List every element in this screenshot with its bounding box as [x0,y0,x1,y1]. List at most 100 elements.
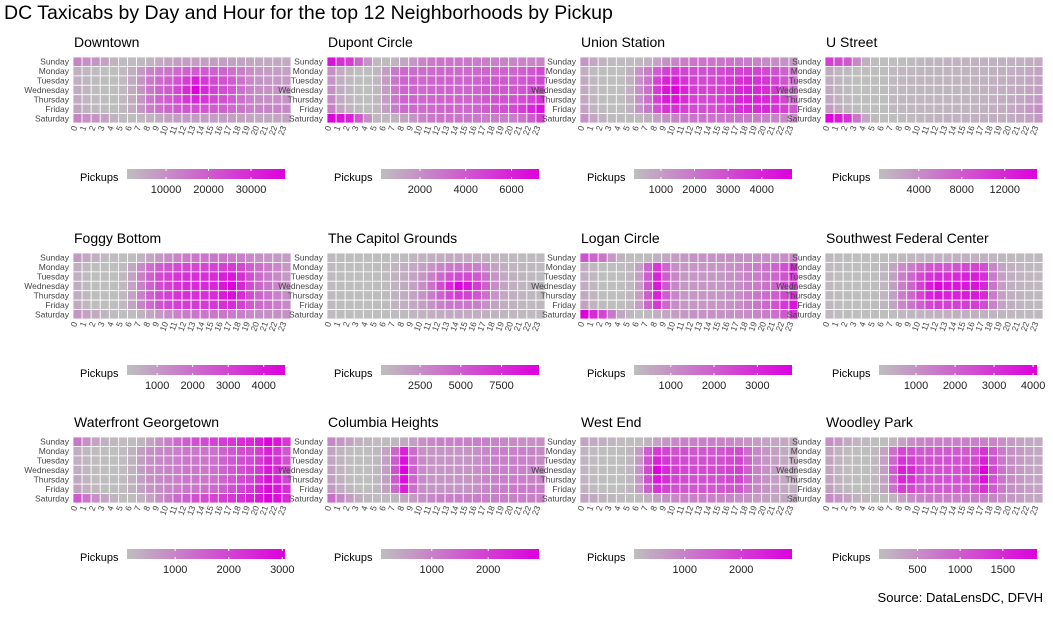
x-tick-label: 14 [448,320,461,333]
heatmap-cell [652,446,663,457]
x-tick-label: 6 [377,124,388,132]
x-tick-label: 17 [728,320,741,333]
heatmap-cell [426,271,437,282]
heatmap-cell [462,290,473,301]
heatmap-cell [417,474,428,485]
heatmap-cell [969,56,980,67]
heatmap-cell [163,84,174,96]
heatmap-cell [924,464,935,476]
x-tick-label: 23 [1028,504,1041,517]
heatmap-cell [588,493,599,504]
heatmap-cell [145,455,156,466]
heatmap-cell [734,446,744,457]
heatmap-cell [227,446,237,457]
heatmap-cell [163,493,174,504]
heatmap-cell [490,252,500,263]
heatmap-cell [833,446,844,457]
x-tick-label: 20 [502,320,515,333]
heatmap-cell [81,446,92,457]
heatmap-cell [362,56,373,67]
heatmap-cell [679,113,690,124]
heatmap-cell [706,56,717,67]
heatmap-cell [481,103,491,114]
heatmap-cell [842,280,853,292]
heatmap-cell [471,103,482,114]
heatmap-cell [615,262,626,273]
heatmap-cell [154,94,165,105]
heatmap-cell [453,446,464,457]
heatmap-cell [181,290,192,301]
heatmap-cell [372,113,382,124]
y-tick-label: Wednesday [278,281,323,291]
heatmap-cell [99,436,110,447]
y-tick-label: Friday [299,484,323,494]
x-tick-label: 10 [412,124,425,137]
heatmap-cell [888,309,899,320]
heatmap-cell [1006,464,1017,476]
x-tick-label: 10 [158,320,171,333]
heatmap-cell [481,66,491,77]
y-tick-label: Saturday [289,113,324,123]
legend-tick-label: 1000 [948,564,972,576]
heatmap-cell [833,252,844,263]
heatmap-cell [960,94,971,105]
heatmap-cell [879,66,889,77]
heatmap-cell [625,75,635,86]
heatmap-cell [924,252,935,263]
heatmap-cell [208,446,219,457]
heatmap-panel: SundayMondayTuesdayWednesdayThursdayFrid… [24,436,295,576]
y-tick-label: Wednesday [531,281,576,291]
x-tick-label: 20 [755,124,768,137]
heatmap-cell [227,103,237,114]
heatmap-cell [860,299,871,310]
heatmap-cell [471,113,482,124]
heatmap-cell [136,103,147,114]
heatmap-cell [381,483,391,494]
heatmap-cell [960,280,971,292]
heatmap-cell [399,464,410,476]
x-tick-label: 7 [386,504,397,512]
heatmap-cell [625,113,635,124]
heatmap-cell [833,262,844,273]
heatmap-cell [462,464,473,476]
heatmap-cell [697,455,708,466]
heatmap-cell [734,464,744,476]
y-tick-label: Friday [552,300,576,310]
heatmap-cell [199,94,210,105]
page-title: DC Taxicabs by Day and Hour for the top … [4,2,613,24]
heatmap-cell [417,464,428,476]
heatmap-cell [897,474,908,485]
x-tick-label: 3 [350,124,361,132]
heatmap-cell [199,75,210,86]
heatmap-cell [988,280,998,292]
heatmap-cell [1024,103,1035,114]
heatmap-cell [199,271,210,282]
heatmap-cell [988,436,998,447]
heatmap-cell [1024,290,1035,301]
heatmap-cell [190,446,201,457]
heatmap-cell [634,94,644,105]
panel-title: Union Station [581,34,666,50]
heatmap-cell [724,280,735,292]
heatmap-cell [399,290,410,301]
heatmap-cell [897,252,908,263]
heatmap-cell [181,75,192,86]
heatmap-cell [997,84,1008,96]
x-tick-label: 13 [185,504,198,517]
heatmap-cell [997,464,1008,476]
x-tick-label: 2 [839,124,850,132]
heatmap-cell [951,309,962,320]
heatmap-cell [606,271,617,282]
heatmap-cell [915,455,926,466]
heatmap-cell [108,464,119,476]
x-tick-label: 19 [493,504,506,517]
heatmap-cell [1006,299,1017,310]
x-tick-label: 19 [991,504,1004,517]
x-tick-label: 3 [96,504,107,512]
heatmap-cell [860,75,871,86]
heatmap-cell [679,309,690,320]
heatmap-cell [372,262,382,273]
x-tick-label: 10 [665,320,678,333]
heatmap-cell [326,483,337,494]
legend-title: Pickups [80,552,119,564]
